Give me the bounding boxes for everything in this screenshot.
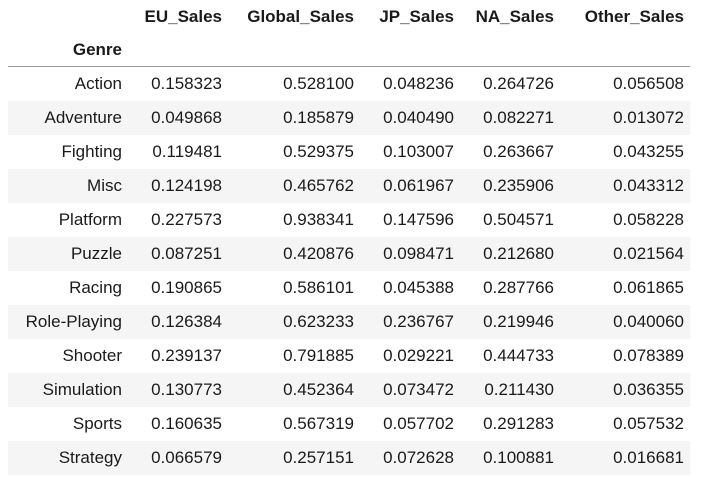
- table-row: Sports 0.160635 0.567319 0.057702 0.291283 0.…: [8, 406, 690, 441]
- table-cell: 0.257151: [283, 447, 354, 467]
- table-row: Role-Playing 0.126384 0.623233 0.236767 0.21…: [8, 304, 690, 339]
- table-cell: 0.082271: [483, 107, 554, 127]
- table-row: Puzzle 0.087251 0.420876 0.098471 0.212680 0.…: [8, 236, 690, 271]
- column-header-global-sales: Global_Sales: [247, 7, 354, 26]
- row-label-genre: Strategy: [58, 447, 122, 467]
- table-cell: 0.264726: [483, 73, 554, 93]
- row-label-genre: Racing: [69, 277, 122, 297]
- table-cell: 0.087251: [151, 243, 222, 263]
- dataframe-table: EU_Sales Global_Sales JP_Sales NA_Sales …: [8, 0, 690, 475]
- row-label-genre: Simulation: [42, 379, 122, 399]
- column-header-jp-sales: JP_Sales: [379, 7, 454, 26]
- table-cell: 0.061967: [383, 175, 454, 195]
- table-cell: 0.219946: [483, 311, 554, 331]
- table-cell: 0.124198: [151, 175, 222, 195]
- table-cell: 0.045388: [383, 277, 454, 297]
- row-label-genre: Platform: [58, 209, 122, 229]
- column-header-other-sales: Other_Sales: [584, 7, 684, 26]
- table-cell: 0.103007: [383, 141, 454, 161]
- table-cell: 0.623233: [283, 311, 354, 331]
- table-row: Action 0.158323 0.528100 0.048236 0.264726 0.…: [8, 66, 690, 101]
- row-label-genre: Fighting: [61, 141, 122, 161]
- table-cell: 0.040060: [613, 311, 684, 331]
- row-label-genre: Sports: [72, 413, 122, 433]
- table-cell: 0.444733: [483, 345, 554, 365]
- table-cell: 0.066579: [151, 447, 222, 467]
- table-row: Adventure 0.049868 0.185879 0.040490 0.08227…: [8, 100, 690, 135]
- table-cell: 0.043255: [613, 141, 684, 161]
- table-cell: 0.158323: [151, 73, 222, 93]
- table-cell: 0.160635: [151, 413, 222, 433]
- table-cell: 0.287766: [483, 277, 554, 297]
- table-cell: 0.529375: [283, 141, 354, 161]
- table-cell: 0.227573: [151, 209, 222, 229]
- table-cell: 0.263667: [483, 141, 554, 161]
- table-cell: 0.058228: [613, 209, 684, 229]
- table-cell: 0.586101: [283, 277, 354, 297]
- table-row: Misc 0.124198 0.465762 0.061967 0.235906 0.04…: [8, 168, 690, 203]
- table-cell: 0.938341: [283, 209, 354, 229]
- table-cell: 0.098471: [383, 243, 454, 263]
- table-cell: 0.130773: [151, 379, 222, 399]
- table-row: Simulation 0.130773 0.452364 0.073472 0.2114…: [8, 372, 690, 407]
- table-cell: 0.073472: [383, 379, 454, 399]
- table-cell: 0.190865: [151, 277, 222, 297]
- column-header-eu-sales: EU_Sales: [144, 7, 223, 26]
- table-cell: 0.235906: [483, 175, 554, 195]
- table-cell: 0.048236: [383, 73, 454, 93]
- table-row: Racing 0.190865 0.586101 0.045388 0.287766 0.…: [8, 270, 690, 305]
- table-cell: 0.185879: [283, 107, 354, 127]
- table-cell: 0.078389: [613, 345, 684, 365]
- table-cell: 0.013072: [613, 107, 684, 127]
- index-corner-cell: [8, 0, 128, 34]
- table-cell: 0.021564: [613, 243, 684, 263]
- table-cell: 0.452364: [283, 379, 354, 399]
- table-cell: 0.504571: [483, 209, 554, 229]
- table-cell: 0.016681: [613, 447, 684, 467]
- table-cell: 0.567319: [283, 413, 354, 433]
- table-cell: 0.791885: [283, 345, 354, 365]
- index-name-genre: Genre: [8, 34, 128, 67]
- row-label-genre: Adventure: [44, 107, 123, 127]
- table-cell: 0.239137: [151, 345, 222, 365]
- table-cell: 0.126384: [151, 311, 222, 331]
- table-body: Action 0.158323 0.528100 0.048236 0.264726 0.…: [8, 66, 690, 475]
- table-cell: 0.029221: [383, 345, 454, 365]
- table-cell: 0.236767: [383, 311, 454, 331]
- table-cell: 0.420876: [283, 243, 354, 263]
- index-name-row: Genre: [8, 34, 690, 67]
- table-cell: 0.291283: [483, 413, 554, 433]
- column-header-row: EU_Sales Global_Sales JP_Sales NA_Sales …: [8, 0, 690, 34]
- table-cell: 0.147596: [383, 209, 454, 229]
- table-cell: 0.061865: [613, 277, 684, 297]
- table-cell: 0.212680: [483, 243, 554, 263]
- row-label-genre: Puzzle: [70, 243, 122, 263]
- row-label-genre: Role-Playing: [25, 311, 122, 331]
- table-cell: 0.057702: [383, 413, 454, 433]
- table-cell: 0.043312: [613, 175, 684, 195]
- dataframe-output: EU_Sales Global_Sales JP_Sales NA_Sales …: [8, 0, 690, 475]
- table-row: Platform 0.227573 0.938341 0.147596 0.504571…: [8, 202, 690, 237]
- table-cell: 0.049868: [151, 107, 222, 127]
- table-cell: 0.528100: [283, 73, 354, 93]
- table-cell: 0.119481: [152, 141, 222, 161]
- table-row: Strategy 0.066579 0.257151 0.072628 0.100881…: [8, 440, 690, 475]
- table-cell: 0.056508: [613, 73, 684, 93]
- table-header: EU_Sales Global_Sales JP_Sales NA_Sales …: [8, 0, 690, 67]
- column-header-na-sales: NA_Sales: [475, 7, 554, 26]
- table-cell: 0.465762: [283, 175, 354, 195]
- table-row: Fighting 0.119481 0.529375 0.103007 0.263667…: [8, 134, 690, 169]
- row-label-genre: Shooter: [62, 345, 122, 365]
- table-cell: 0.040490: [383, 107, 454, 127]
- table-cell: 0.036355: [613, 379, 684, 399]
- row-label-genre: Action: [74, 73, 122, 93]
- table-cell: 0.072628: [383, 447, 454, 467]
- table-row: Shooter 0.239137 0.791885 0.029221 0.444733 0…: [8, 338, 690, 373]
- table-cell: 0.100881: [483, 447, 554, 467]
- table-cell: 0.211430: [484, 379, 554, 399]
- row-label-genre: Misc: [87, 175, 122, 195]
- table-cell: 0.057532: [613, 413, 684, 433]
